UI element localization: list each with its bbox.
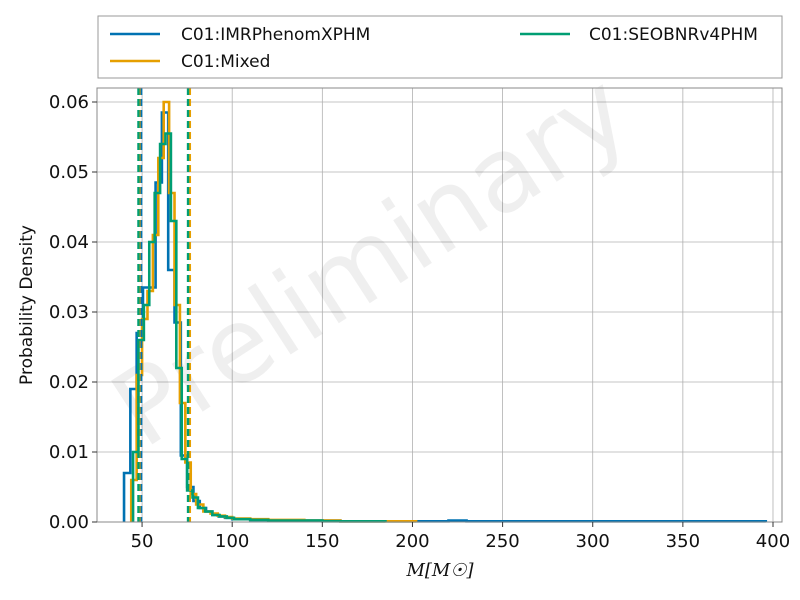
grid <box>97 88 782 523</box>
x-tick-label: 200 <box>395 531 429 552</box>
y-tick-label: 0.01 <box>49 442 89 463</box>
plot-frame <box>96 87 783 523</box>
y-tick-label: 0.04 <box>49 232 89 253</box>
x-tick-label: 50 <box>131 531 154 552</box>
legend: C01:IMRPhenomXPHM C01:Mixed C01:SEOBNRv4… <box>97 15 783 79</box>
legend-label-mixed: C01:Mixed <box>181 52 270 72</box>
legend-label-imrphenomxphm: C01:IMRPhenomXPHM <box>181 25 370 45</box>
x-ticks: 50 100 150 200 250 300 350 400 <box>131 522 790 552</box>
series-seobnrv4phm <box>131 132 387 523</box>
legend-label-seobnrv4phm: C01:SEOBNRv4PHM <box>589 25 758 45</box>
y-tick-label: 0.06 <box>49 92 89 113</box>
y-tick-label: 0.02 <box>49 372 89 393</box>
x-axis-label: M[M☉] <box>405 560 474 581</box>
y-tick-label: 0.03 <box>49 302 89 323</box>
x-tick-label: 400 <box>756 531 790 552</box>
credible-intervals <box>137 88 192 522</box>
legend-box <box>97 15 783 79</box>
x-tick-label: 100 <box>215 531 249 552</box>
series-group <box>122 100 768 523</box>
y-tick-label: 0.00 <box>49 512 89 533</box>
x-tick-label: 250 <box>485 531 519 552</box>
y-axis-label: Probability Density <box>17 225 37 385</box>
y-tick-label: 0.05 <box>49 162 89 183</box>
x-tick-label: 350 <box>666 531 700 552</box>
y-ticks: 0.00 0.01 0.02 0.03 0.04 0.05 0.06 <box>49 92 97 533</box>
x-tick-label: 150 <box>305 531 339 552</box>
x-tick-label: 300 <box>576 531 610 552</box>
histogram-seobnrv4phm <box>131 132 387 523</box>
